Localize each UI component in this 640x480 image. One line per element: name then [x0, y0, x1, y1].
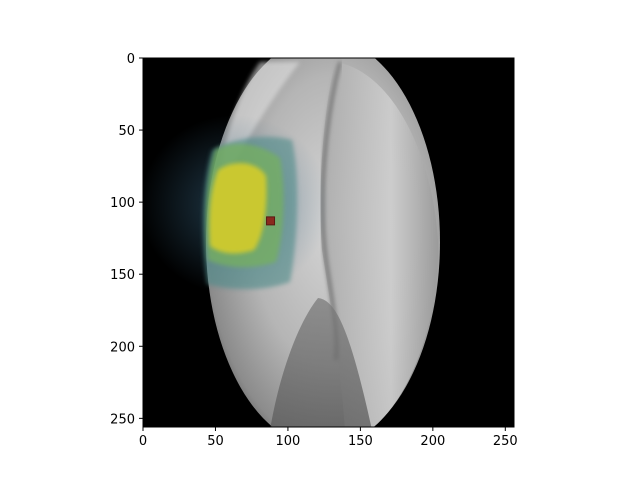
x-axis: 0 50 100 150 200 250: [139, 427, 518, 449]
x-tick-label: 50: [207, 434, 224, 449]
image-panel: [143, 58, 514, 427]
y-tick-label: 150: [110, 268, 135, 283]
x-tick-label: 150: [348, 434, 373, 449]
axes-frame: [142, 57, 515, 428]
y-tick-label: 200: [110, 340, 135, 355]
heatmap-high: [209, 163, 267, 254]
x-tick-label: 250: [493, 434, 518, 449]
y-axis: 0 50 100 150 200 250: [110, 52, 143, 427]
y-tick-label: 100: [110, 196, 135, 211]
heatmap-overlay: [143, 115, 330, 295]
y-tick-label: 250: [110, 412, 135, 427]
x-tick-label: 0: [139, 434, 147, 449]
y-tick-label: 50: [118, 124, 135, 139]
x-tick-label: 100: [276, 434, 301, 449]
tissue-lower-wedge: [270, 298, 372, 427]
x-tick-label: 200: [420, 434, 445, 449]
tissue-right-lobe: [320, 62, 439, 427]
y-tick-label: 0: [127, 52, 135, 67]
location-marker: [266, 216, 276, 226]
